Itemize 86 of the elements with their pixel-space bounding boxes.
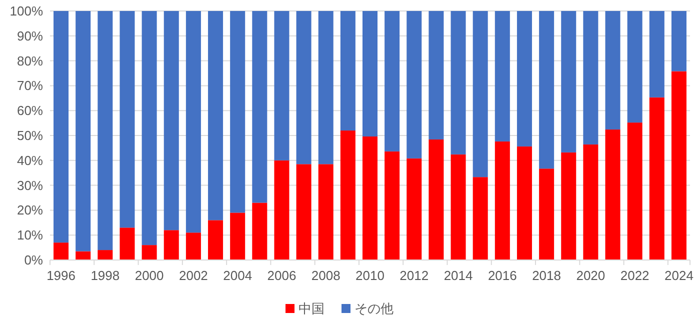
bar — [340, 11, 356, 131]
bar — [98, 11, 113, 250]
legend-label: その他 — [354, 301, 394, 316]
bar — [671, 71, 686, 260]
bar — [583, 144, 598, 260]
bar — [627, 11, 642, 123]
bar — [605, 11, 620, 130]
bar — [274, 160, 290, 260]
x-tick-label: 2014 — [444, 268, 473, 283]
x-tick-label: 2002 — [178, 268, 208, 283]
bar — [516, 11, 532, 146]
bar — [428, 139, 444, 260]
bar — [274, 11, 290, 160]
bar — [230, 11, 246, 213]
bar — [362, 11, 378, 136]
y-tick-label: 60% — [16, 103, 44, 118]
x-tick-label: 2004 — [223, 268, 252, 283]
bar — [494, 141, 510, 260]
bar — [318, 11, 334, 164]
x-tick-label: 2018 — [532, 268, 562, 283]
x-tick-label: 2006 — [267, 268, 296, 283]
y-tick-label: 50% — [16, 128, 44, 143]
bar — [539, 11, 554, 169]
bar — [120, 11, 135, 228]
bar — [561, 11, 576, 152]
bar — [362, 136, 378, 260]
y-tick-label: 70% — [16, 78, 44, 94]
x-tick-label: 2022 — [620, 268, 650, 283]
x-tick-label: 2010 — [356, 268, 384, 283]
bar — [627, 122, 642, 260]
bar — [384, 151, 400, 260]
x-tick-label: 2016 — [488, 268, 517, 283]
y-tick-label: 30% — [16, 178, 44, 193]
bar — [406, 158, 422, 260]
bar — [605, 130, 620, 260]
x-tick-label: 1998 — [90, 268, 120, 283]
x-tick-label: 2012 — [400, 268, 429, 283]
bar — [494, 11, 510, 142]
bar — [450, 154, 466, 260]
bar — [142, 245, 157, 260]
bar — [296, 164, 312, 260]
y-tick-label: 10% — [16, 228, 44, 243]
bar — [186, 11, 201, 233]
bar — [472, 177, 488, 260]
bar — [208, 11, 224, 220]
bar — [186, 232, 201, 260]
y-tick-label: 0% — [24, 252, 44, 268]
bar — [296, 11, 312, 164]
y-tick-label: 20% — [16, 202, 44, 218]
bar — [583, 11, 598, 144]
bar — [252, 11, 268, 203]
bar — [252, 202, 268, 260]
y-tick-label: 80% — [16, 53, 44, 68]
bar — [472, 11, 488, 178]
bar — [142, 11, 157, 246]
bar — [649, 97, 664, 260]
bar — [230, 212, 246, 260]
bar — [318, 164, 334, 260]
bar — [516, 146, 532, 260]
bar — [384, 11, 400, 152]
bar — [54, 11, 69, 243]
x-tick-label: 2008 — [311, 268, 340, 283]
bar — [208, 220, 224, 260]
bar — [406, 11, 422, 158]
bar — [671, 11, 686, 72]
bar — [164, 11, 179, 230]
y-tick-label: 100% — [10, 4, 44, 18]
bar — [649, 11, 664, 98]
bar — [120, 228, 135, 260]
bar — [164, 230, 179, 260]
x-tick-label: 2020 — [576, 268, 606, 283]
bar — [428, 11, 444, 140]
bar — [561, 152, 576, 260]
x-tick-label: 2000 — [134, 268, 164, 283]
bar — [539, 168, 554, 260]
bar — [450, 11, 466, 154]
bar — [54, 242, 69, 260]
x-tick-label: 2024 — [664, 268, 694, 283]
x-tick-label: 1996 — [46, 268, 76, 283]
y-tick-label: 90% — [16, 28, 44, 44]
bar — [76, 11, 91, 252]
legend-label: 中国 — [298, 301, 324, 316]
bar — [76, 251, 91, 260]
y-tick-label: 40% — [16, 152, 44, 168]
bar — [340, 130, 356, 260]
bar — [98, 250, 113, 260]
